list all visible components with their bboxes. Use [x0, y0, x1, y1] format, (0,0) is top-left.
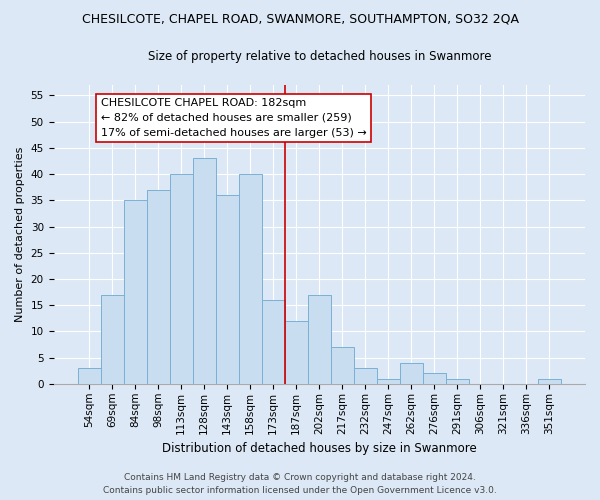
Bar — [308, 295, 331, 384]
Bar — [147, 190, 170, 384]
Bar — [331, 347, 354, 384]
Bar — [400, 363, 423, 384]
Bar — [538, 378, 561, 384]
Bar — [124, 200, 147, 384]
Text: CHESILCOTE CHAPEL ROAD: 182sqm
← 82% of detached houses are smaller (259)
17% of: CHESILCOTE CHAPEL ROAD: 182sqm ← 82% of … — [101, 98, 367, 138]
Bar — [423, 374, 446, 384]
Y-axis label: Number of detached properties: Number of detached properties — [15, 147, 25, 322]
Bar — [239, 174, 262, 384]
Bar — [377, 378, 400, 384]
Bar — [101, 295, 124, 384]
Bar — [354, 368, 377, 384]
Text: CHESILCOTE, CHAPEL ROAD, SWANMORE, SOUTHAMPTON, SO32 2QA: CHESILCOTE, CHAPEL ROAD, SWANMORE, SOUTH… — [82, 12, 518, 26]
X-axis label: Distribution of detached houses by size in Swanmore: Distribution of detached houses by size … — [162, 442, 476, 455]
Title: Size of property relative to detached houses in Swanmore: Size of property relative to detached ho… — [148, 50, 491, 63]
Text: Contains HM Land Registry data © Crown copyright and database right 2024.
Contai: Contains HM Land Registry data © Crown c… — [103, 473, 497, 495]
Bar — [170, 174, 193, 384]
Bar — [77, 368, 101, 384]
Bar — [216, 195, 239, 384]
Bar — [262, 300, 285, 384]
Bar — [193, 158, 216, 384]
Bar — [285, 321, 308, 384]
Bar — [446, 378, 469, 384]
